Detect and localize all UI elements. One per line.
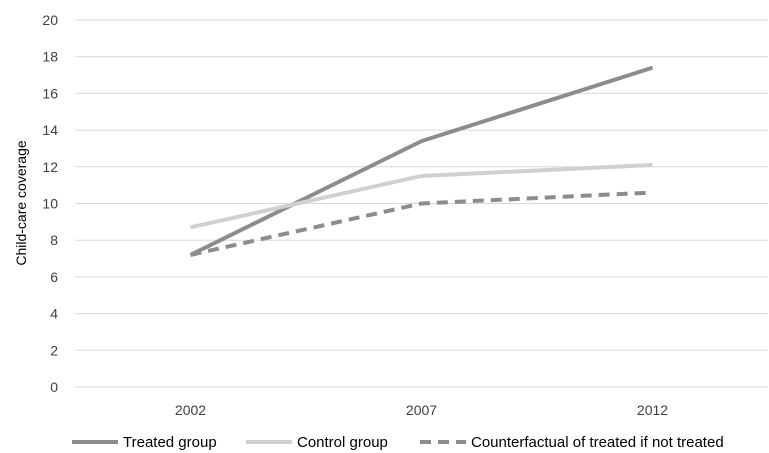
legend-label: Counterfactual of treated if not treated [471, 434, 724, 451]
y-tick-label: 10 [42, 196, 58, 212]
legend-item: Counterfactual of treated if not treated [420, 434, 724, 451]
y-tick-label: 16 [42, 85, 58, 101]
series-line-3 [190, 190, 653, 257]
x-tick-label: 2002 [175, 402, 206, 418]
y-tick-label: 12 [42, 159, 58, 175]
x-tick-label: 2007 [406, 402, 437, 418]
legend: Treated group Control group Counterfactual… [72, 434, 724, 451]
legend-label: Control group [297, 434, 388, 451]
y-tick-label: 20 [42, 12, 58, 28]
x-tick-label: 2012 [637, 402, 668, 418]
series-line-2 [190, 162, 653, 230]
series-line-1 [189, 65, 654, 257]
y-tick-label: 4 [50, 306, 58, 322]
y-tick-label: 6 [50, 269, 58, 285]
y-tick-label: 8 [50, 232, 58, 248]
y-tick-label: 2 [50, 342, 58, 358]
y-tick-label: 0 [50, 379, 58, 395]
legend-item: Control group [246, 434, 388, 451]
legend-label: Treated group [123, 434, 217, 451]
series-lines [189, 65, 654, 257]
y-axis-ticks: 0 2 4 6 8 10 12 14 16 18 20 [42, 12, 58, 395]
x-axis-ticks: 2002 2007 2012 [175, 402, 668, 418]
y-tick-label: 18 [42, 49, 58, 65]
y-tick-label: 14 [42, 122, 58, 138]
legend-item: Treated group [72, 434, 217, 451]
y-axis-label: Child-care coverage [13, 140, 29, 265]
